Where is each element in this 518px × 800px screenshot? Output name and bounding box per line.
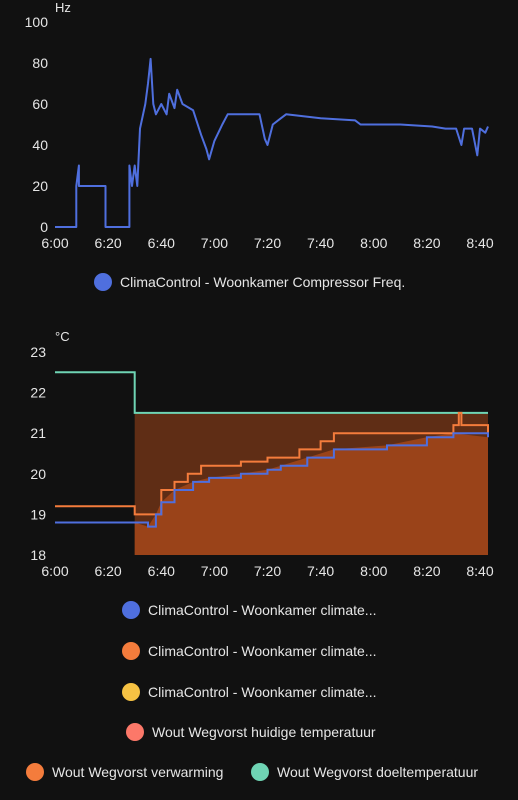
- chart1-y-tick-label: 100: [25, 14, 49, 30]
- legend-item-woonkamer-climate-1[interactable]: ClimaControl - Woonkamer climate...: [122, 601, 376, 619]
- legend-item-doeltemperatuur[interactable]: Wout Wegvorst doeltemperatuur: [251, 763, 478, 781]
- temperature-chart: °C 18 19 20 21 22 23 6:00 6:20 6:40 7:00 7:20 7:40 8:…: [30, 329, 493, 579]
- chart2-x-tick-label: 8:00: [360, 563, 387, 579]
- chart1-y-tick-label: 60: [32, 96, 48, 112]
- compressor-frequency-chart: Hz 0 20 40 60 80 100 6:00 6:20 6:40 7:00 7:20 7:40 8:…: [25, 0, 494, 250]
- chart1-x-tick-label: 7:20: [254, 235, 281, 250]
- chart1-x-tick-label: 7:00: [201, 235, 228, 250]
- chart2-y-tick-label: 21: [30, 425, 46, 441]
- chart2-y-tick-label: 19: [30, 506, 46, 522]
- chart2-y-tick-label: 20: [30, 466, 46, 482]
- chart1-x-tick-label: 7:40: [307, 235, 334, 250]
- chart2-x-tick-label: 6:40: [148, 563, 175, 579]
- chart1-x-tick-label: 6:20: [94, 235, 121, 250]
- legend-dot: [122, 683, 140, 701]
- legend-label: Wout Wegvorst doeltemperatuur: [277, 764, 479, 780]
- chart1-x-tick-label: 6:40: [148, 235, 175, 250]
- legend-label: ClimaControl - Woonkamer Compressor Freq…: [120, 274, 406, 290]
- chart2-y-tick-label: 23: [30, 344, 46, 360]
- chart2-x-tick-label: 7:00: [201, 563, 228, 579]
- chart2-x-tick-label: 8:20: [413, 563, 440, 579]
- chart2-x-tick-label: 6:00: [41, 563, 68, 579]
- chart1-y-tick-label: 20: [32, 178, 48, 194]
- legend-item-woonkamer-climate-2[interactable]: ClimaControl - Woonkamer climate...: [122, 642, 376, 660]
- legend-item-compressor-freq[interactable]: ClimaControl - Woonkamer Compressor Freq…: [94, 273, 405, 291]
- legend-label: ClimaControl - Woonkamer climate...: [148, 643, 377, 659]
- chart2-x-tick-label: 7:40: [307, 563, 334, 579]
- chart1-y-tick-label: 0: [40, 219, 48, 235]
- legend-dot: [26, 763, 44, 781]
- legend-item-huidige-temperatuur[interactable]: Wout Wegvorst huidige temperatuur: [126, 723, 376, 741]
- temperature-line-0: [55, 432, 489, 528]
- chart2-x-tick-label: 7:20: [254, 563, 281, 579]
- chart1-unit-label: Hz: [55, 0, 71, 15]
- chart1-x-tick-label: 6:00: [41, 235, 68, 250]
- chart2-unit-label: °C: [55, 329, 70, 344]
- heating-area-fill: [134, 433, 488, 555]
- legend-item-verwarming[interactable]: Wout Wegvorst verwarming: [26, 763, 223, 781]
- legend-label: Wout Wegvorst huidige temperatuur: [152, 724, 376, 740]
- legend-dot: [94, 273, 112, 291]
- legend-label: Wout Wegvorst verwarming: [52, 764, 224, 780]
- chart1-y-tick-label: 80: [32, 55, 48, 71]
- legend-dot: [126, 723, 144, 741]
- legend-item-woonkamer-climate-3[interactable]: ClimaControl - Woonkamer climate...: [122, 683, 376, 701]
- chart2-x-tick-label: 6:20: [94, 563, 121, 579]
- legend-label: ClimaControl - Woonkamer climate...: [148, 684, 377, 700]
- chart2-y-tick-label: 18: [30, 547, 46, 563]
- chart1-y-tick-label: 40: [32, 137, 48, 153]
- chart2-y-tick-label: 22: [30, 385, 46, 401]
- chart1-x-tick-label: 8:20: [413, 235, 440, 250]
- temperature-line-5: [55, 371, 488, 414]
- legend-label: ClimaControl - Woonkamer climate...: [148, 602, 377, 618]
- legend-dot: [122, 601, 140, 619]
- compressor-freq-line-0: [55, 57, 489, 228]
- legend-dot: [251, 763, 269, 781]
- chart2-x-tick-label: 8:40: [466, 563, 493, 579]
- chart1-x-tick-label: 8:00: [360, 235, 387, 250]
- legend-dot: [122, 642, 140, 660]
- chart1-x-tick-label: 8:40: [466, 235, 493, 250]
